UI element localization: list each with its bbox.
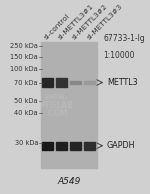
Text: 70 kDa: 70 kDa — [15, 80, 38, 86]
Text: GAPDH: GAPDH — [107, 141, 135, 150]
Bar — [70, 142, 81, 150]
Bar — [84, 81, 95, 84]
Text: si-control: si-control — [44, 13, 71, 41]
Text: A549: A549 — [57, 177, 81, 186]
Text: PTGLAB: PTGLAB — [40, 100, 73, 110]
Bar — [56, 142, 67, 150]
Text: si-METTL3#3: si-METTL3#3 — [86, 3, 123, 41]
Text: 50 kDa: 50 kDa — [15, 98, 38, 104]
Text: 1:10000: 1:10000 — [103, 51, 135, 60]
Bar — [84, 142, 95, 150]
Bar — [42, 142, 53, 150]
Bar — [41, 42, 97, 168]
Text: si-METTL3#1: si-METTL3#1 — [58, 3, 95, 41]
Bar — [56, 78, 67, 87]
Text: 150 kDa: 150 kDa — [10, 55, 38, 61]
Bar — [42, 78, 53, 87]
Text: si-METTL3#2: si-METTL3#2 — [72, 3, 109, 41]
Text: 67733-1-lg: 67733-1-lg — [103, 34, 145, 43]
Text: 250 kDa: 250 kDa — [10, 43, 38, 49]
Text: 40 kDa: 40 kDa — [15, 110, 38, 116]
Text: www.: www. — [45, 92, 68, 101]
Text: 30 kDa: 30 kDa — [15, 139, 38, 146]
Bar — [70, 81, 81, 84]
Text: METTL3: METTL3 — [107, 78, 138, 87]
Text: 100 kDa: 100 kDa — [10, 66, 38, 72]
Text: .COM: .COM — [45, 109, 68, 118]
